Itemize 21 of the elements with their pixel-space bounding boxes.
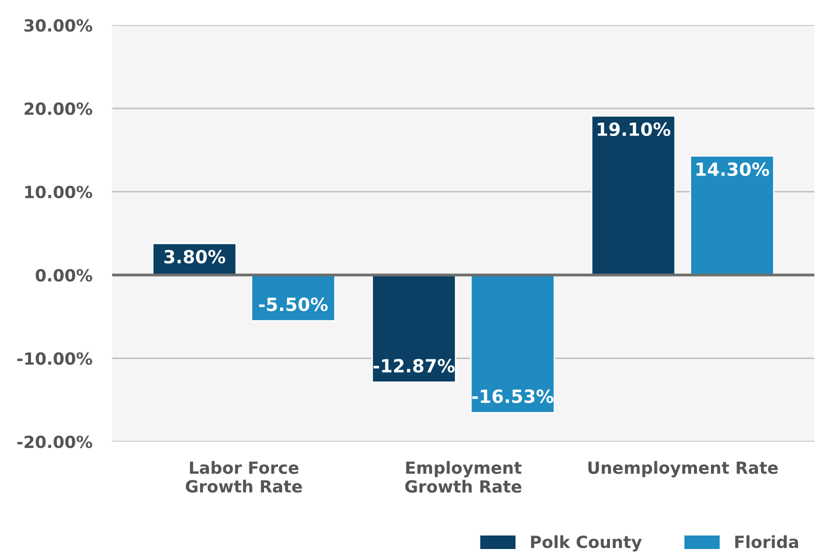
y-tick-label: -20.00% (17, 436, 92, 448)
legend-label: Polk County (531, 535, 642, 552)
y-tick-label: -10.00% (17, 352, 92, 365)
y-tick-label: 10.00% (25, 186, 92, 198)
y-tick-label: 30.00% (24, 19, 92, 32)
data-label: -5.50% (259, 298, 328, 312)
data-label: -16.53% (472, 389, 554, 404)
bar (470, 274, 556, 414)
data-label: -12.87% (374, 358, 455, 373)
bar (372, 274, 456, 383)
bar (590, 115, 676, 276)
x-tick-label: Employment Growth Rate (405, 461, 522, 493)
x-tick-label: Unemployment Rate (588, 461, 778, 478)
x-tick-label: Labor Force Growth Rate (186, 461, 302, 493)
data-label: 3.80% (164, 250, 226, 264)
data-label: 14.30% (696, 162, 770, 176)
data-label: 19.10% (598, 122, 670, 136)
bar (690, 155, 774, 276)
y-tick-label: 0.00% (36, 268, 92, 282)
y-tick-label: 20.00% (24, 102, 92, 116)
legend-label: Florida (735, 535, 798, 548)
